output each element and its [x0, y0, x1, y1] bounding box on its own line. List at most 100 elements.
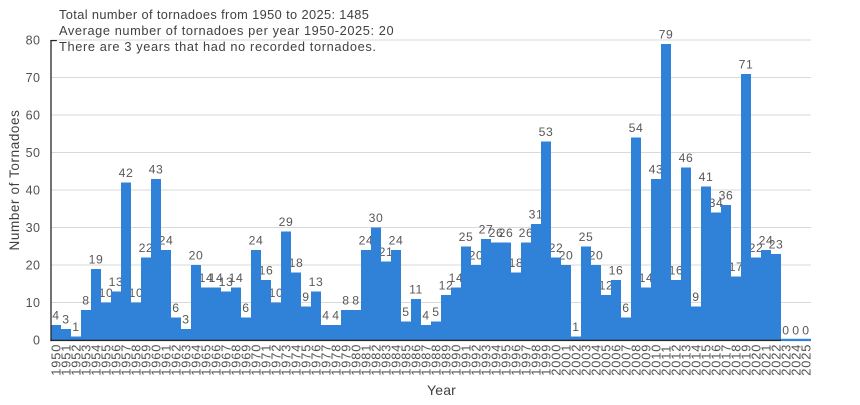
- svg-text:1961: 1961: [158, 344, 173, 376]
- svg-text:1960: 1960: [148, 344, 163, 376]
- svg-text:1984: 1984: [388, 344, 403, 376]
- svg-text:71: 71: [739, 57, 754, 71]
- svg-text:2020: 2020: [748, 344, 763, 376]
- svg-text:2008: 2008: [628, 344, 643, 376]
- svg-text:1992: 1992: [468, 344, 483, 376]
- svg-text:1971: 1971: [258, 344, 273, 376]
- svg-text:36: 36: [719, 189, 734, 203]
- svg-text:1974: 1974: [288, 344, 303, 376]
- svg-text:24: 24: [759, 234, 774, 248]
- svg-text:43: 43: [649, 162, 664, 176]
- svg-text:13: 13: [109, 275, 124, 289]
- svg-text:1965: 1965: [198, 344, 213, 376]
- svg-text:1983: 1983: [378, 344, 393, 376]
- svg-text:2001: 2001: [558, 344, 573, 376]
- svg-text:30: 30: [26, 221, 41, 235]
- svg-text:1973: 1973: [278, 344, 293, 376]
- svg-text:6: 6: [622, 301, 629, 315]
- svg-text:14: 14: [209, 271, 224, 285]
- svg-text:2003: 2003: [578, 344, 593, 376]
- svg-text:14: 14: [449, 271, 464, 285]
- svg-text:20: 20: [589, 249, 604, 263]
- svg-text:1964: 1964: [188, 344, 203, 376]
- svg-text:20: 20: [559, 249, 574, 263]
- svg-text:1982: 1982: [368, 344, 383, 376]
- svg-text:4: 4: [422, 309, 429, 323]
- svg-text:Total number of tornadoes from: Total number of tornadoes from 1950 to 2…: [59, 7, 369, 22]
- svg-text:1979: 1979: [338, 344, 353, 376]
- svg-text:1986: 1986: [408, 344, 423, 376]
- svg-text:79: 79: [659, 27, 674, 41]
- svg-text:60: 60: [26, 109, 41, 123]
- svg-text:1994: 1994: [488, 344, 503, 376]
- svg-text:2012: 2012: [668, 344, 683, 376]
- svg-text:14: 14: [639, 271, 654, 285]
- svg-text:18: 18: [509, 256, 524, 270]
- svg-text:Number of Tornadoes: Number of Tornadoes: [7, 110, 22, 251]
- svg-text:2005: 2005: [598, 344, 613, 376]
- svg-text:0: 0: [802, 324, 809, 338]
- svg-text:1967: 1967: [218, 344, 233, 376]
- svg-text:1987: 1987: [418, 344, 433, 376]
- svg-text:1970: 1970: [248, 344, 263, 376]
- svg-text:14: 14: [199, 271, 214, 285]
- svg-text:26: 26: [519, 226, 534, 240]
- svg-text:1997: 1997: [518, 344, 533, 376]
- svg-text:1988: 1988: [428, 344, 443, 376]
- svg-text:2016: 2016: [708, 344, 723, 376]
- svg-text:2013: 2013: [678, 344, 693, 376]
- svg-text:31: 31: [529, 207, 544, 221]
- svg-text:1966: 1966: [208, 344, 223, 376]
- svg-text:1990: 1990: [448, 344, 463, 376]
- svg-text:5: 5: [402, 305, 409, 319]
- svg-text:1993: 1993: [478, 344, 493, 376]
- svg-text:27: 27: [479, 222, 494, 236]
- svg-text:10: 10: [99, 286, 114, 300]
- svg-text:40: 40: [26, 184, 41, 198]
- svg-text:1969: 1969: [238, 344, 253, 376]
- svg-text:12: 12: [439, 279, 454, 293]
- svg-text:11: 11: [409, 282, 423, 296]
- svg-text:1951: 1951: [58, 344, 73, 376]
- svg-text:2022: 2022: [768, 344, 783, 376]
- svg-text:1972: 1972: [268, 344, 283, 376]
- svg-text:1995: 1995: [498, 344, 513, 376]
- svg-text:1991: 1991: [458, 344, 473, 376]
- svg-text:2019: 2019: [738, 344, 753, 376]
- svg-text:34: 34: [709, 196, 724, 210]
- svg-text:46: 46: [679, 151, 694, 165]
- svg-text:Year: Year: [427, 382, 456, 398]
- svg-text:2010: 2010: [648, 344, 663, 376]
- svg-text:20: 20: [469, 249, 484, 263]
- svg-text:24: 24: [389, 234, 404, 248]
- svg-text:8: 8: [352, 294, 359, 308]
- svg-text:26: 26: [499, 226, 514, 240]
- svg-text:2004: 2004: [588, 344, 603, 376]
- svg-text:1952: 1952: [68, 344, 83, 376]
- svg-text:1999: 1999: [538, 344, 553, 376]
- svg-text:2015: 2015: [698, 344, 713, 376]
- svg-text:3: 3: [62, 312, 69, 326]
- svg-text:6: 6: [242, 301, 249, 315]
- svg-text:1978: 1978: [328, 344, 343, 376]
- svg-text:10: 10: [26, 296, 41, 310]
- svg-text:4: 4: [52, 309, 59, 323]
- svg-text:20: 20: [189, 249, 204, 263]
- svg-text:1989: 1989: [438, 344, 453, 376]
- svg-text:3: 3: [182, 312, 189, 326]
- svg-text:0: 0: [33, 334, 40, 348]
- svg-text:2017: 2017: [718, 344, 733, 376]
- svg-text:Average number of tornadoes pe: Average number of tornadoes per year 195…: [59, 23, 394, 38]
- svg-text:25: 25: [459, 230, 474, 244]
- svg-text:1957: 1957: [118, 344, 133, 376]
- svg-text:2000: 2000: [548, 344, 563, 376]
- svg-text:1950: 1950: [48, 344, 63, 376]
- svg-text:53: 53: [539, 125, 554, 139]
- svg-text:2025: 2025: [798, 344, 813, 376]
- svg-text:1956: 1956: [108, 344, 123, 376]
- svg-text:2002: 2002: [568, 344, 583, 376]
- svg-text:29: 29: [279, 215, 294, 229]
- svg-text:2021: 2021: [758, 344, 773, 376]
- svg-text:10: 10: [129, 286, 144, 300]
- svg-text:1985: 1985: [398, 344, 413, 376]
